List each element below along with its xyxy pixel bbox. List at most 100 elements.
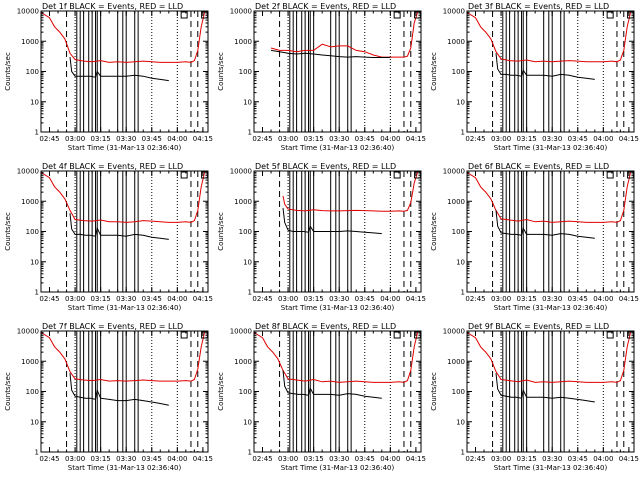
x-tick-label: 02:45 <box>39 135 59 143</box>
y-tick-label: 10 <box>456 418 465 426</box>
panel-title: Det 3f BLACK = Events, RED = LLD <box>468 2 609 11</box>
y-tick-label: 100 <box>239 388 252 396</box>
detector-panel: Det 4f BLACK = Events, RED = LLD 1 10 100 10… <box>0 160 213 320</box>
axis-frame <box>40 170 209 293</box>
x-tick-label: 04:00 <box>593 455 613 463</box>
panel-plot: Det 8f BLACK = Events, RED = LLD 1 10 100 10… <box>217 322 426 472</box>
x-tick-label: 03:45 <box>355 455 375 463</box>
y-axis-label: Counts/sec <box>217 372 225 411</box>
lld-series-line <box>40 331 206 382</box>
square-marker <box>606 11 614 19</box>
y-tick-label: 10000 <box>443 328 465 336</box>
events-series-line <box>270 49 391 58</box>
detector-panel: Det 7f BLACK = Events, RED = LLD 1 10 100 10… <box>0 320 213 480</box>
lld-series-line <box>40 11 206 63</box>
events-series-line <box>69 213 169 240</box>
y-tick-label: 1 <box>461 289 465 297</box>
x-tick-label: 03:00 <box>65 455 85 463</box>
lld-series-line <box>466 331 632 383</box>
x-tick-label: 03:30 <box>329 455 349 463</box>
x-tick-label: 04:15 <box>619 135 639 143</box>
x-tick-label: 03:30 <box>542 295 562 303</box>
x-tick-label: 03:00 <box>491 295 511 303</box>
events-series-line <box>282 207 382 235</box>
panel-title: Det 2f BLACK = Events, RED = LLD <box>255 2 396 11</box>
x-tick-label: 03:00 <box>278 135 298 143</box>
lld-series-line <box>466 11 632 63</box>
y-tick-label: 10000 <box>443 8 465 16</box>
x-axis-label: Start Time (31-Mar-13 02:36:40) <box>494 304 608 312</box>
x-tick-label: 02:45 <box>465 295 485 303</box>
x-tick-label: 03:15 <box>517 295 537 303</box>
axis-frame <box>253 330 422 453</box>
x-axis-label: Start Time (31-Mar-13 02:36:40) <box>281 144 395 152</box>
axis-frame <box>40 10 209 133</box>
x-tick-label: 03:45 <box>355 135 375 143</box>
y-axis-label: Counts/sec <box>430 372 438 411</box>
y-tick-label: 1 <box>248 129 252 137</box>
y-axis-label: Counts/sec <box>217 52 225 91</box>
x-tick-label: 04:00 <box>167 295 187 303</box>
x-tick-label: 03:30 <box>542 455 562 463</box>
y-tick-label: 10000 <box>443 168 465 176</box>
x-axis-label: Start Time (31-Mar-13 02:36:40) <box>494 464 608 472</box>
x-tick-label: 04:15 <box>619 295 639 303</box>
detector-panel: Det 6f BLACK = Events, RED = LLD 1 10 100 10… <box>426 160 639 320</box>
lld-series-line <box>253 331 419 383</box>
events-series-line <box>69 373 169 406</box>
y-tick-label: 1000 <box>447 358 465 366</box>
x-tick-label: 03:45 <box>355 295 375 303</box>
x-axis-label: Start Time (31-Mar-13 02:36:40) <box>494 144 608 152</box>
x-axis-label: Start Time (31-Mar-13 02:36:40) <box>68 304 182 312</box>
x-tick-label: 03:45 <box>568 135 588 143</box>
axis-frame <box>253 10 422 133</box>
events-series-line <box>69 57 169 82</box>
square-marker <box>393 171 401 179</box>
panel-title: Det 9f BLACK = Events, RED = LLD <box>468 322 609 331</box>
x-tick-label: 02:45 <box>252 135 272 143</box>
square-marker <box>606 331 614 339</box>
x-tick-label: 03:15 <box>91 455 111 463</box>
square-marker <box>180 171 188 179</box>
x-tick-label: 04:00 <box>167 135 187 143</box>
y-tick-label: 100 <box>239 68 252 76</box>
y-axis-label: Counts/sec <box>4 212 12 251</box>
panel-plot: Det 6f BLACK = Events, RED = LLD 1 10 100 10… <box>430 162 639 312</box>
x-tick-label: 03:45 <box>568 295 588 303</box>
y-tick-label: 10 <box>243 98 252 106</box>
y-tick-label: 10000 <box>17 8 39 16</box>
y-tick-label: 100 <box>452 228 465 236</box>
x-tick-label: 03:30 <box>542 135 562 143</box>
detector-panel: Det 9f BLACK = Events, RED = LLD 1 10 100 10… <box>426 320 639 480</box>
y-tick-label: 1000 <box>234 198 252 206</box>
x-tick-label: 03:00 <box>491 455 511 463</box>
y-tick-label: 100 <box>26 68 39 76</box>
square-marker <box>606 171 614 179</box>
x-tick-label: 03:00 <box>491 135 511 143</box>
x-tick-label: 04:15 <box>406 295 426 303</box>
x-tick-label: 02:45 <box>39 295 59 303</box>
y-tick-label: 1000 <box>21 358 39 366</box>
y-tick-label: 1000 <box>447 38 465 46</box>
y-tick-label: 10 <box>243 258 252 266</box>
x-tick-label: 02:45 <box>465 135 485 143</box>
y-tick-label: 10000 <box>230 168 252 176</box>
y-tick-label: 1000 <box>234 358 252 366</box>
panel-plot: Det 3f BLACK = Events, RED = LLD 1 10 100 10… <box>430 2 639 152</box>
y-tick-label: 10 <box>30 98 39 106</box>
y-tick-label: 1 <box>248 289 252 297</box>
x-tick-label: 03:30 <box>116 135 136 143</box>
y-tick-label: 10 <box>30 418 39 426</box>
panel-title: Det 7f BLACK = Events, RED = LLD <box>42 322 183 331</box>
x-tick-label: 03:30 <box>329 295 349 303</box>
x-tick-label: 04:00 <box>380 455 400 463</box>
x-tick-label: 04:00 <box>593 295 613 303</box>
x-tick-label: 02:45 <box>252 455 272 463</box>
events-series-line <box>282 370 382 399</box>
panel-title: Det 1f BLACK = Events, RED = LLD <box>42 2 183 11</box>
x-tick-label: 02:45 <box>39 455 59 463</box>
x-tick-label: 04:15 <box>193 455 213 463</box>
detector-panel: Det 5f BLACK = Events, RED = LLD 1 10 100 10… <box>213 160 426 320</box>
square-marker <box>180 331 188 339</box>
x-tick-label: 03:30 <box>116 295 136 303</box>
